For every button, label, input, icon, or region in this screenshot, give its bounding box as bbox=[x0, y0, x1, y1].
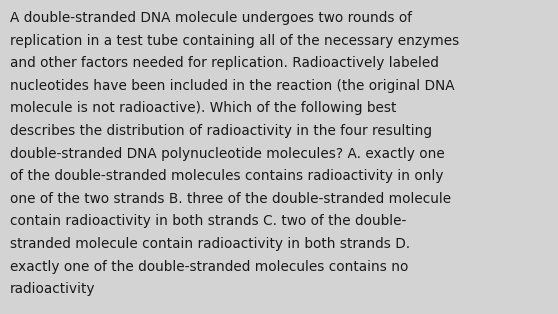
Text: double-stranded DNA polynucleotide molecules? A. exactly one: double-stranded DNA polynucleotide molec… bbox=[10, 147, 445, 161]
Text: stranded molecule contain radioactivity in both strands D.: stranded molecule contain radioactivity … bbox=[10, 237, 410, 251]
Text: describes the distribution of radioactivity in the four resulting: describes the distribution of radioactiv… bbox=[10, 124, 432, 138]
Text: contain radioactivity in both strands C. two of the double-: contain radioactivity in both strands C.… bbox=[10, 214, 406, 229]
Text: and other factors needed for replication. Radioactively labeled: and other factors needed for replication… bbox=[10, 56, 439, 70]
Text: exactly one of the double-stranded molecules contains no: exactly one of the double-stranded molec… bbox=[10, 260, 408, 274]
Text: nucleotides have been included in the reaction (the original DNA: nucleotides have been included in the re… bbox=[10, 79, 455, 93]
Text: molecule is not radioactive). Which of the following best: molecule is not radioactive). Which of t… bbox=[10, 101, 396, 116]
Text: replication in a test tube containing all of the necessary enzymes: replication in a test tube containing al… bbox=[10, 34, 459, 48]
Text: of the double-stranded molecules contains radioactivity in only: of the double-stranded molecules contain… bbox=[10, 169, 444, 183]
Text: one of the two strands B. three of the double-stranded molecule: one of the two strands B. three of the d… bbox=[10, 192, 451, 206]
Text: radioactivity: radioactivity bbox=[10, 282, 95, 296]
Text: A double-stranded DNA molecule undergoes two rounds of: A double-stranded DNA molecule undergoes… bbox=[10, 11, 412, 25]
